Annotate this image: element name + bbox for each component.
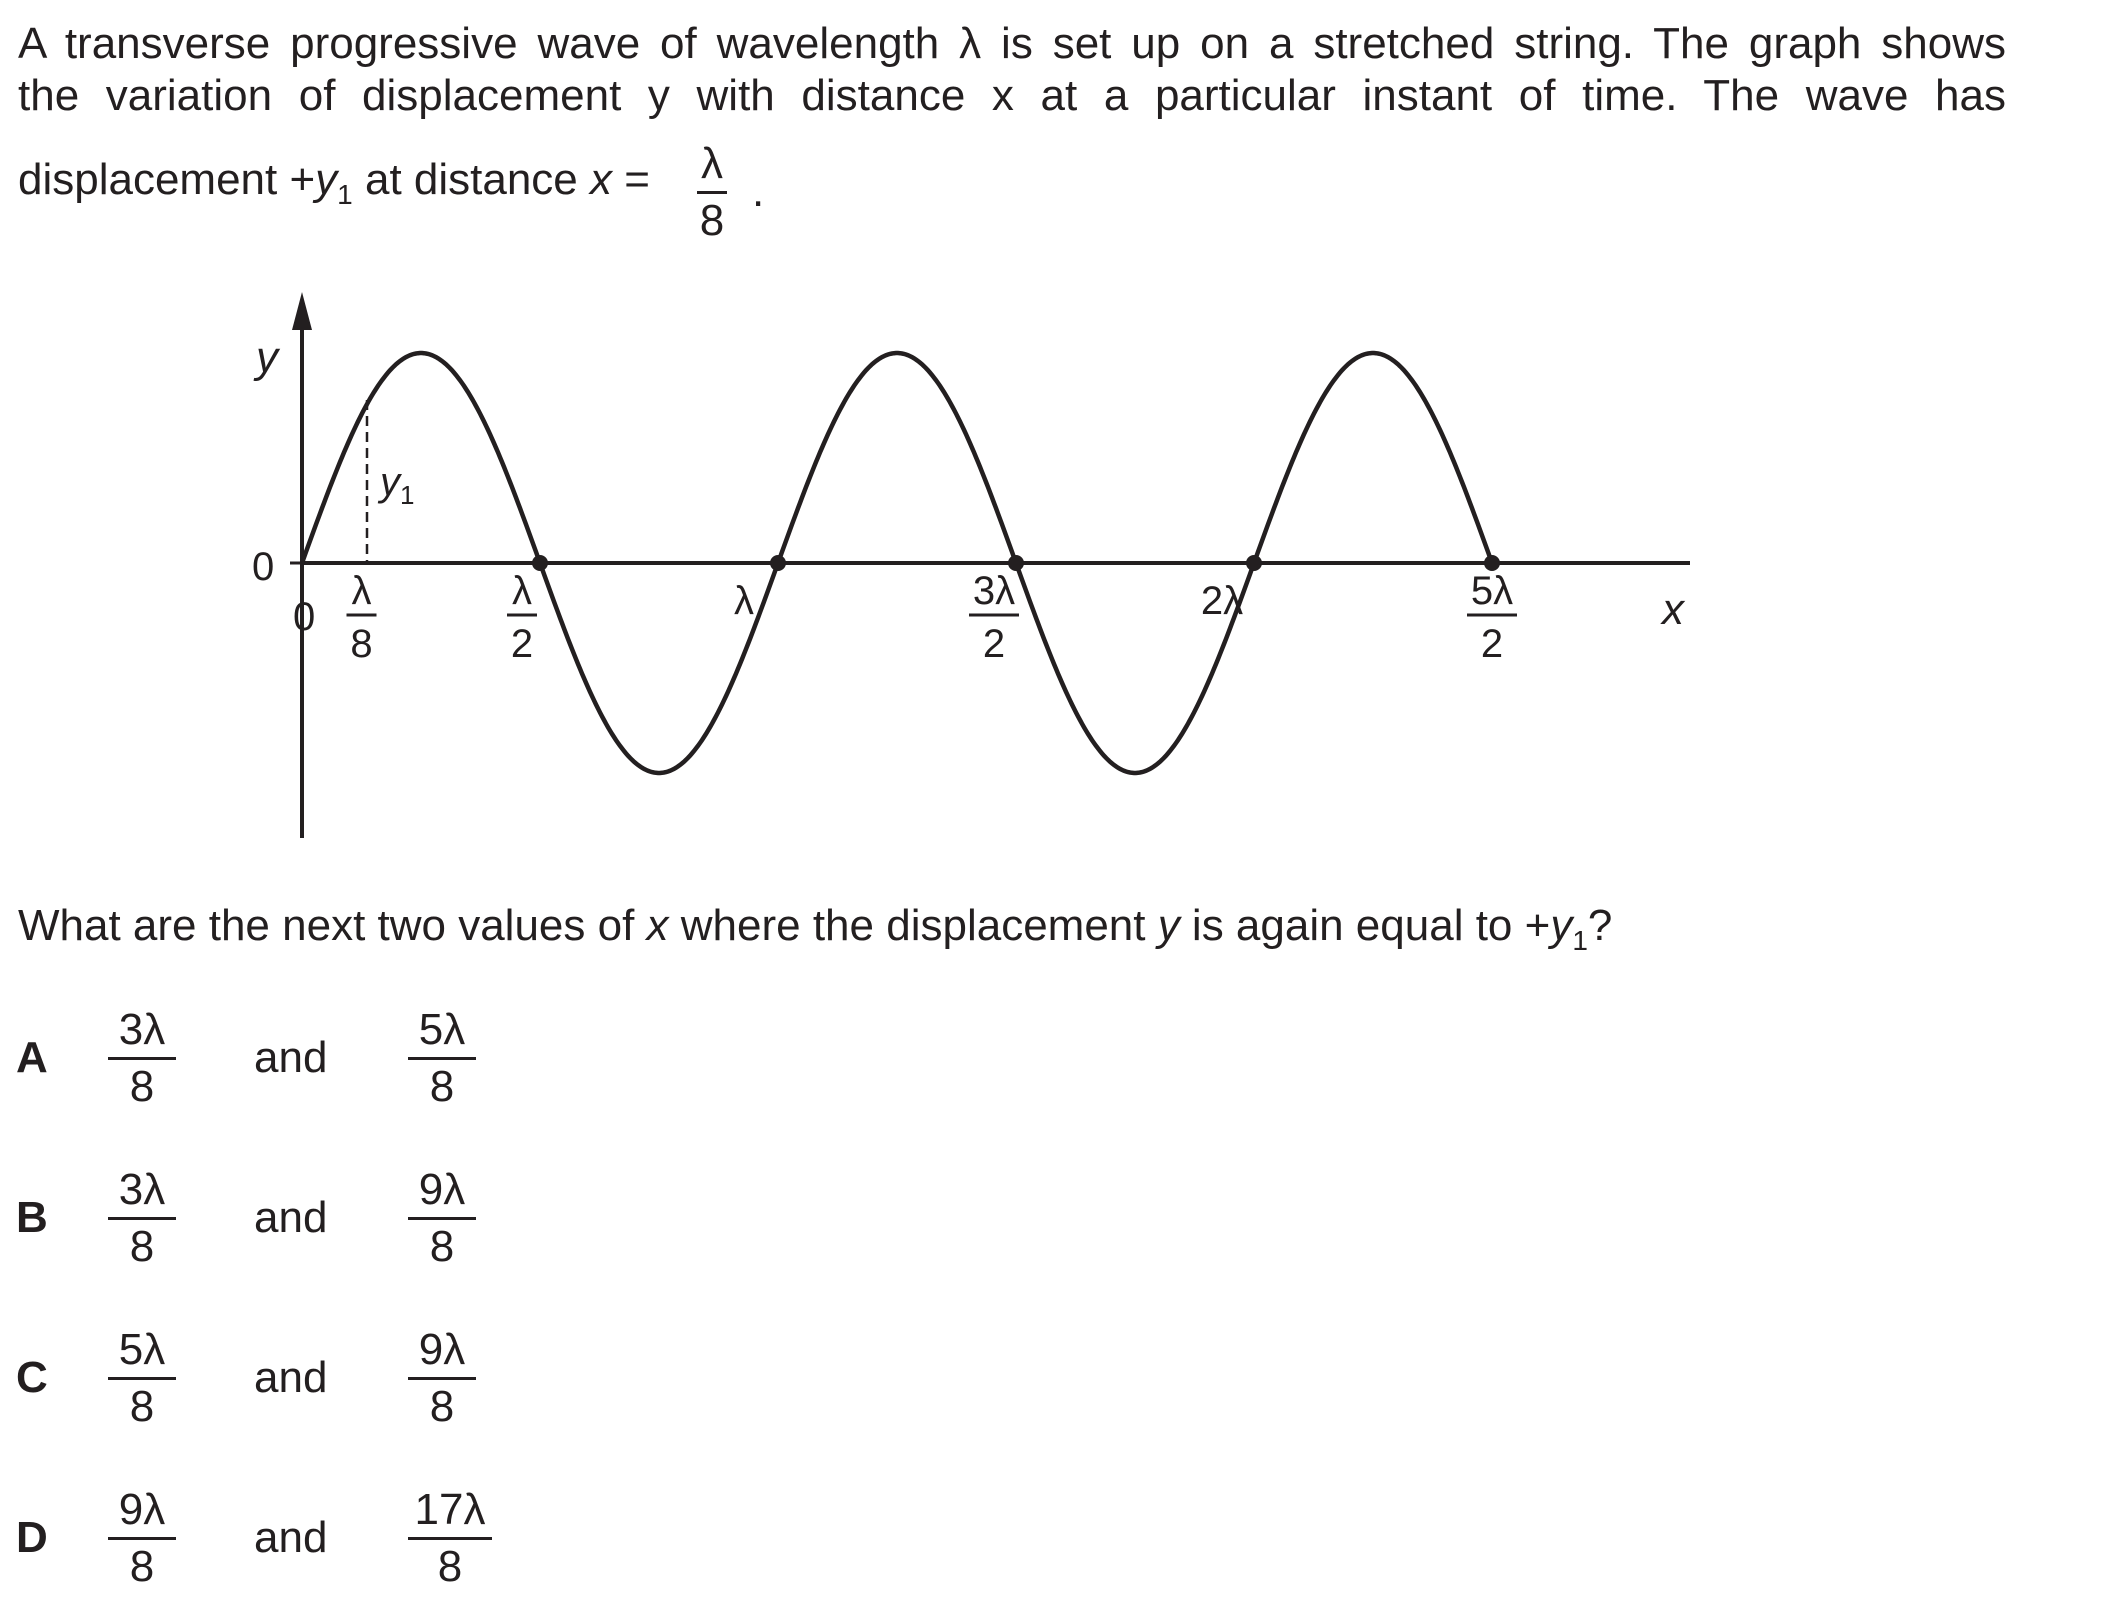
node-dot [1008,555,1024,571]
prompt-y1: y [1550,901,1573,950]
fraction-den: 8 [129,1062,155,1111]
question-fraction-den: 8 [699,196,725,245]
prompt-sub: 1 [1572,925,1588,956]
node-dot [1484,555,1500,571]
node-dot [532,555,548,571]
option-fraction-2: 17λ 8 [408,1488,492,1589]
question-line-3-y: y [315,155,338,204]
fraction-den: 8 [429,1222,455,1271]
option-fraction-1: 9λ 8 [108,1488,176,1589]
option-fraction-2: 9λ 8 [408,1168,476,1269]
prompt-after-y: is again equal to + [1179,901,1551,950]
question-line-3-eq: = [612,155,650,204]
fraction-den: 8 [129,1382,155,1431]
fraction-den: 8 [129,1542,155,1591]
option-fraction-2: 5λ 8 [408,1008,476,1109]
option-and: and [254,1353,328,1402]
question-line-1: A transverse progressive wave of wavelen… [18,19,2006,68]
question-line-3-prefix: displacement + [18,155,316,204]
question-fraction-num: λ [697,142,727,194]
fraction-num: 9λ [108,1488,176,1540]
prompt-y: y [1157,901,1180,950]
fraction-num: 17λ [408,1488,492,1540]
x-tick-label-num: λ [734,579,754,623]
prompt-end: ? [1587,901,1613,950]
fraction-den: 8 [437,1542,463,1591]
option-fraction-1: 3λ 8 [108,1008,176,1109]
y-zero-label: 0 [252,545,274,589]
option-letter: C [16,1353,48,1402]
x-zero-label: 0 [293,595,315,639]
question-period: . [752,167,765,216]
fraction-num: 3λ [108,1008,176,1060]
fraction-num: 9λ [408,1328,476,1380]
y1-label: y1 [377,460,414,510]
prompt-x: x [646,901,669,950]
fraction-num: 9λ [408,1168,476,1220]
option-and: and [254,1193,328,1242]
node-dot [770,555,786,571]
y-axis-label: y [253,333,281,382]
fraction-den: 8 [429,1382,455,1431]
x-tick-label-num: 3λ [973,569,1015,613]
option-and: and [254,1513,328,1562]
option-letter: D [16,1513,48,1562]
fraction-num: 3λ [108,1168,176,1220]
question-line-3-middle: at distance [352,155,591,204]
option-letter: B [16,1193,48,1242]
question-fraction: λ 8 [697,142,727,243]
option-and: and [254,1033,328,1082]
fraction-den: 8 [429,1062,455,1111]
fraction-den: 8 [129,1222,155,1271]
x-tick-label-num: 5λ [1471,569,1513,613]
prompt-question: What are the next two values of x where … [18,901,1613,955]
x-tick-label-num: λ [352,569,372,613]
x-axis-label: x [1660,585,1686,634]
option-fraction-1: 5λ 8 [108,1328,176,1429]
option-fraction-2: 9λ 8 [408,1328,476,1429]
x-tick-label-num: 2λ [1201,579,1243,623]
wave-curve [299,350,1495,776]
y-axis-arrowhead [292,292,312,330]
fraction-num: 5λ [108,1328,176,1380]
x-tick-label-den: 2 [983,622,1005,666]
x-tick-label-num: λ [512,569,532,613]
node-dot [1246,555,1262,571]
question-line-2: the variation of displacement y with dis… [18,71,2006,120]
question-line-3-sub: 1 [337,179,353,210]
question-line-3-x: x [590,155,613,204]
x-tick-label-den: 2 [511,622,533,666]
option-fraction-1: 3λ 8 [108,1168,176,1269]
fraction-num: 5λ [408,1008,476,1060]
prompt-middle: where the displacement [668,901,1158,950]
question-line-3: displacement +y1 at distance x = [18,155,650,209]
x-tick-label-den: 8 [350,622,372,666]
option-letter: A [16,1033,48,1082]
x-tick-label-den: 2 [1481,622,1503,666]
prompt-before: What are the next two values of [18,901,647,950]
